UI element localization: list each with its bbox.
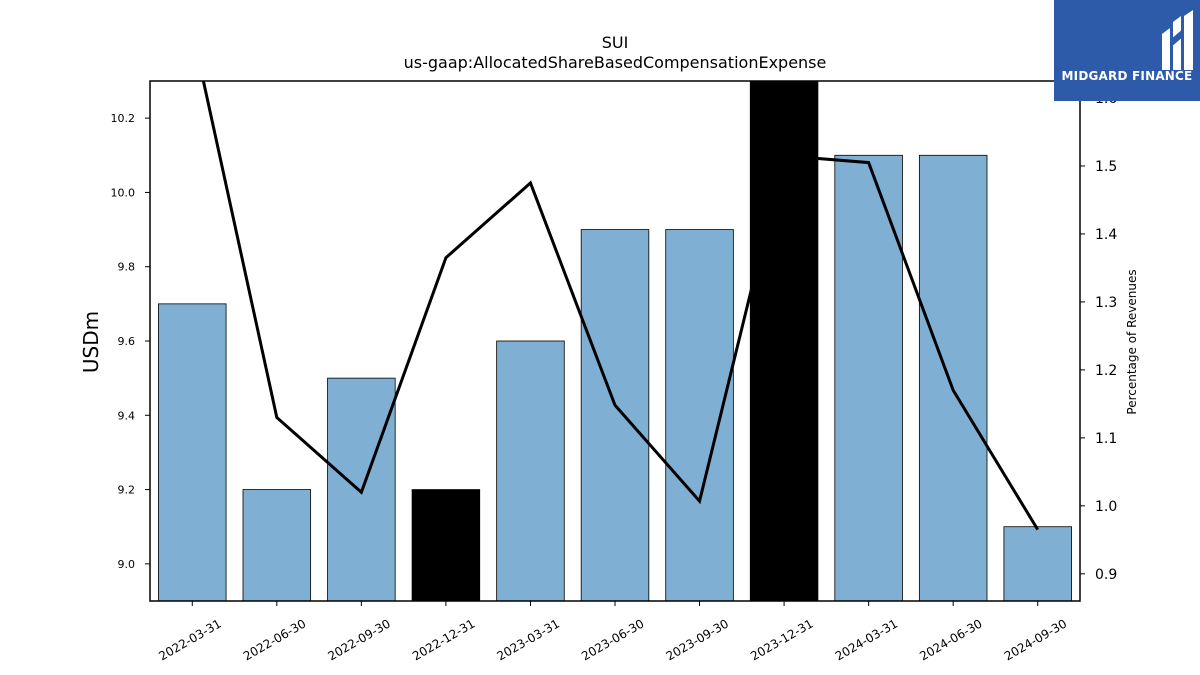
- plot-area: [158, 81, 1072, 601]
- y2-tick-label: 1.2: [1095, 363, 1117, 379]
- line-series: [201, 81, 1040, 531]
- chart-subtitle: us-gaap:AllocatedShareBasedCompensationE…: [404, 53, 827, 72]
- y2-tick-label: 1.3: [1095, 295, 1117, 311]
- x-tick-label: 2022-03-31: [156, 616, 223, 663]
- x-tick-label: 2024-03-31: [833, 616, 900, 663]
- y2-tick-label: 1.4: [1095, 227, 1117, 243]
- midgard-finance-logo: MIDGARD FINANCE: [1054, 0, 1200, 101]
- x-tick-label: 2022-12-31: [410, 616, 477, 663]
- y-tick-label: 10.0: [111, 186, 136, 199]
- y-axis-label: USDm: [79, 311, 103, 373]
- bar: [580, 229, 650, 601]
- bar: [918, 154, 988, 601]
- bar: [496, 340, 565, 601]
- x-tick-label: 2024-06-30: [917, 616, 984, 663]
- logo-mark-icon: [1162, 10, 1193, 70]
- y2-tick-label: 1.5: [1095, 159, 1117, 175]
- bar: [1003, 526, 1072, 601]
- x-tick-label: 2023-12-31: [748, 616, 815, 663]
- y-tick-label: 10.2: [111, 112, 136, 125]
- chart-title: SUI: [602, 33, 629, 52]
- y2-tick-label: 0.9: [1095, 567, 1117, 583]
- y-tick-label: 9.6: [118, 335, 136, 348]
- bar: [242, 489, 312, 601]
- y-tick-label: 9.0: [118, 558, 136, 571]
- bar: [411, 489, 481, 601]
- x-tick-label: 2023-03-31: [495, 616, 562, 663]
- y2-tick-label: 1.1: [1095, 431, 1117, 447]
- x-tick-label: 2024-09-30: [1002, 616, 1069, 663]
- x-tick-label: 2022-09-30: [325, 616, 392, 663]
- y2-axis-label: Percentage of Revenues: [1125, 269, 1139, 414]
- y-tick-label: 9.4: [118, 409, 136, 422]
- bar: [665, 229, 734, 601]
- y-tick-label: 9.8: [118, 261, 136, 274]
- x-tick-label: 2023-06-30: [579, 616, 646, 663]
- logo-text: MIDGARD FINANCE: [1061, 69, 1193, 83]
- y2-tick-label: 1.0: [1095, 499, 1117, 515]
- y-tick-label: 9.2: [118, 484, 136, 497]
- bar: [834, 154, 903, 601]
- x-tick-label: 2022-06-30: [241, 616, 308, 663]
- bar: [749, 81, 819, 601]
- bar: [158, 303, 227, 601]
- x-tick-label: 2023-09-30: [664, 616, 731, 663]
